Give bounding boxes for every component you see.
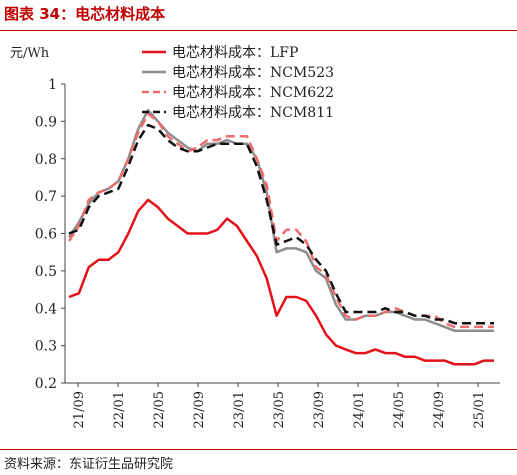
x-axis: 21/09 22/01 22/05 22/09 23/01 23/05 23/09 24/01…: [65, 382, 500, 428]
x-tick-label: 22/09: [192, 391, 207, 428]
y-axis-label: 元/Wh: [10, 46, 50, 61]
title-divider: [0, 30, 517, 31]
figure-title: 图表 34：电芯材料成本: [4, 5, 166, 23]
series-line-4: [68, 123, 494, 325]
y-tick-label: 0.7: [35, 189, 57, 205]
y-tick-label: 0.6: [35, 227, 57, 243]
legend: 电芯材料成本：LFP 电芯材料成本：NCM523 电芯材料成本：NCM622 电芯材料…: [142, 45, 334, 121]
x-tick-label: 24/01: [352, 391, 367, 428]
series-line-2: [67, 108, 494, 332]
y-tick-label: 0.8: [35, 152, 57, 168]
legend-label: 电芯材料成本：NCM811: [172, 105, 334, 121]
y-tick-label: 0.5: [35, 264, 57, 280]
x-tick-label: 23/01: [232, 391, 247, 428]
x-tick-label: 24/05: [392, 391, 407, 428]
x-tick-label: 21/09: [72, 391, 87, 428]
source-note: 资料来源：东证衍生品研究院: [4, 457, 174, 472]
series-lines: [67, 108, 494, 366]
y-tick-label: 0.2: [35, 376, 57, 392]
legend-label: 电芯材料成本：NCM523: [172, 65, 334, 81]
y-axis: 0.2 0.3 0.4 0.5 0.6 0.7 0.8 0.9 1: [35, 77, 66, 392]
footer-divider: [0, 449, 517, 450]
y-tick-label: 0.3: [35, 339, 57, 355]
legend-label: 电芯材料成本：NCM622: [172, 85, 334, 101]
x-tick-label: 25/01: [472, 391, 487, 428]
y-tick-label: 0.9: [35, 114, 57, 130]
x-tick-label: 22/01: [112, 391, 127, 428]
legend-label: 电芯材料成本：LFP: [172, 45, 298, 61]
x-tick-label: 23/09: [312, 391, 327, 428]
series-line-1: [68, 198, 494, 366]
x-tick-label: 22/05: [152, 391, 167, 428]
y-tick-label: 1: [48, 77, 57, 93]
x-tick-label: 24/09: [432, 391, 447, 428]
y-tick-label: 0.4: [35, 301, 57, 317]
x-tick-label: 23/05: [272, 391, 287, 428]
